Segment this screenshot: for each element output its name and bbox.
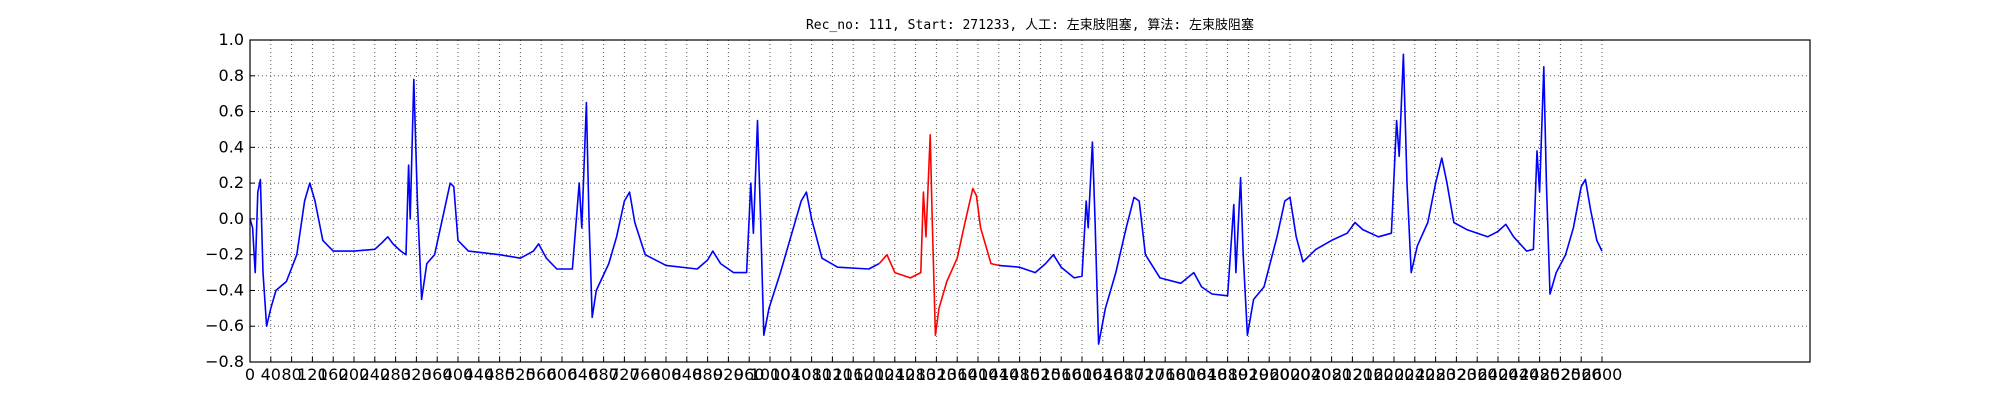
x-tick-label: 1160 <box>833 365 874 384</box>
x-tick-label: 1560 <box>1041 365 1082 384</box>
y-tick-label: 0.4 <box>219 137 244 156</box>
x-tick-label: 2080 <box>1311 365 1352 384</box>
ecg-signal-line <box>249 78 880 337</box>
x-tick-label: 2160 <box>1353 365 1394 384</box>
x-tick-label: 1200 <box>854 365 895 384</box>
x-tick-label: 720 <box>609 365 640 384</box>
plot-frame <box>249 39 1811 363</box>
x-tick-label: 1720 <box>1124 365 1165 384</box>
x-tick-label: 760 <box>630 365 661 384</box>
x-tick-label: 2440 <box>1498 365 1539 384</box>
x-tick-label: 1000 <box>750 365 791 384</box>
x-tick-label: 920 <box>713 365 744 384</box>
grid <box>250 40 1810 362</box>
x-tick-label: 640 <box>568 365 599 384</box>
x-tick-label: 1880 <box>1207 365 1248 384</box>
x-tick-label: 880 <box>692 365 723 384</box>
x-tick-label: 2240 <box>1394 365 1435 384</box>
x-tick-label: 40 <box>261 365 281 384</box>
y-tick-label: 1.0 <box>219 30 244 49</box>
x-tick-label: 1360 <box>937 365 978 384</box>
y-tick-label: −0.4 <box>205 280 244 299</box>
x-tick-label: 1240 <box>874 365 915 384</box>
x-tick-label: 1120 <box>812 365 853 384</box>
x-tick-label: 400 <box>443 365 474 384</box>
x-tick-label: 160 <box>318 365 349 384</box>
x-tick-label: 200 <box>339 365 370 384</box>
x-tick-label: 240 <box>360 365 391 384</box>
x-tick-label: 280 <box>380 365 411 384</box>
x-tick-label: 1320 <box>916 365 957 384</box>
x-tick-label: 360 <box>422 365 453 384</box>
x-tick-label: 1760 <box>1145 365 1186 384</box>
y-tick-label: 0.2 <box>219 173 244 192</box>
x-tick-label: 120 <box>297 365 328 384</box>
x-tick-label: 2360 <box>1457 365 1498 384</box>
x-tick-label: 80 <box>281 365 301 384</box>
x-tick-label: 1480 <box>999 365 1040 384</box>
x-tick-label: 1440 <box>978 365 1019 384</box>
x-tick-label: 320 <box>401 365 432 384</box>
y-tick-label: −0.2 <box>205 245 244 264</box>
y-tick-label: 0.8 <box>219 66 244 85</box>
x-tick-label: 680 <box>588 365 619 384</box>
x-tick-label: 2040 <box>1290 365 1331 384</box>
x-tick-label: 1800 <box>1166 365 1207 384</box>
x-tick-label: 1520 <box>1020 365 1061 384</box>
y-tick-label: 0.0 <box>219 209 244 228</box>
x-tick-label: 600 <box>547 365 578 384</box>
x-tick-label: 960 <box>734 365 765 384</box>
x-tick-label: 2560 <box>1561 365 1602 384</box>
x-tick-label: 2480 <box>1519 365 1560 384</box>
x-tick-label: 1600 <box>1062 365 1103 384</box>
x-tick-label: 2120 <box>1332 365 1373 384</box>
x-tick-label: 1040 <box>770 365 811 384</box>
x-tick-label: 1680 <box>1103 365 1144 384</box>
y-axis: 1.0 0.8 0.6 0.4 0.2 0.0 −0.2 −0.4 −0.6 −0.8 <box>205 30 255 371</box>
x-tick-label: 1960 <box>1249 365 1290 384</box>
x-tick-label: 1640 <box>1082 365 1123 384</box>
x-axis: 0 40 8012016020024028032036040044048052056… <box>245 357 1622 384</box>
x-tick-label: 480 <box>484 365 515 384</box>
chart-title: Rec_no: 111, Start: 271233, 人工: 左束肢阻塞, 算… <box>806 17 1254 33</box>
x-tick-label: 2200 <box>1374 365 1415 384</box>
ecg-signal <box>249 53 1603 345</box>
x-tick-label: 2520 <box>1540 365 1581 384</box>
x-tick-label: 1920 <box>1228 365 1269 384</box>
x-tick-label: 560 <box>526 365 557 384</box>
x-tick-label: 440 <box>464 365 495 384</box>
x-tick-label: 1400 <box>958 365 999 384</box>
x-tick-label: 2320 <box>1436 365 1477 384</box>
x-tick-label: 520 <box>505 365 536 384</box>
x-tick-label: 1840 <box>1186 365 1227 384</box>
x-tick-label: 2280 <box>1415 365 1456 384</box>
y-tick-label: −0.8 <box>205 352 244 371</box>
x-tick-label: 1080 <box>791 365 832 384</box>
x-tick-label: 2600 <box>1582 365 1623 384</box>
highlighted-beat-line <box>878 134 999 337</box>
x-tick-label: 0 <box>245 365 255 384</box>
x-tick-label: 2000 <box>1270 365 1311 384</box>
y-tick-label: −0.6 <box>205 316 244 335</box>
x-tick-label: 840 <box>672 365 703 384</box>
ecg-signal-line <box>998 53 1603 345</box>
x-tick-label: 2400 <box>1478 365 1519 384</box>
y-tick-label: 0.6 <box>219 102 244 121</box>
x-tick-label: 800 <box>651 365 682 384</box>
x-tick-label: 1280 <box>895 365 936 384</box>
